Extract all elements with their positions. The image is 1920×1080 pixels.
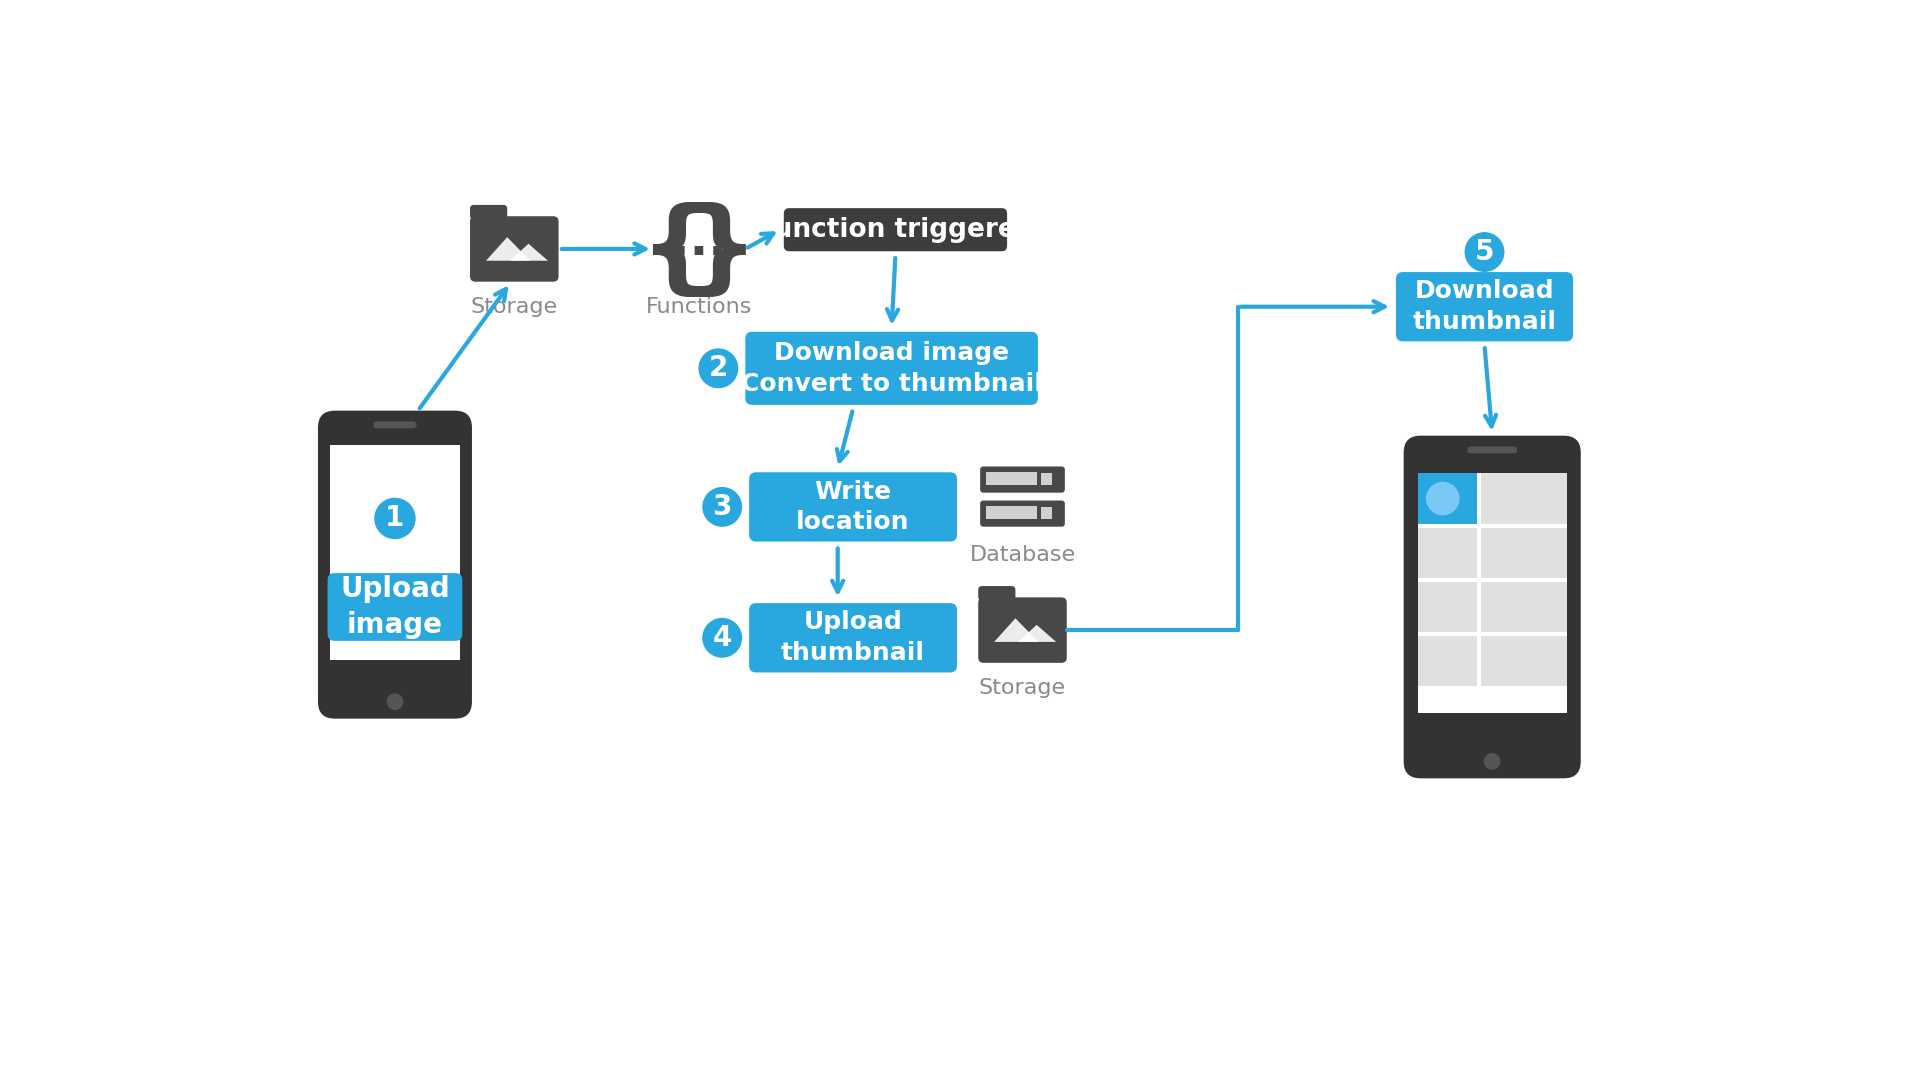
FancyBboxPatch shape — [749, 603, 956, 673]
FancyBboxPatch shape — [979, 467, 1066, 492]
Circle shape — [703, 619, 741, 657]
Polygon shape — [995, 619, 1039, 642]
FancyBboxPatch shape — [749, 472, 956, 541]
Bar — [1480, 636, 1567, 687]
FancyBboxPatch shape — [783, 208, 1008, 252]
Bar — [987, 505, 1037, 518]
FancyBboxPatch shape — [979, 500, 1066, 527]
Bar — [1417, 582, 1476, 632]
Text: Functions: Functions — [645, 297, 753, 316]
Bar — [1417, 473, 1476, 524]
Bar — [1041, 507, 1052, 518]
Bar — [1417, 636, 1476, 687]
Text: 5: 5 — [1475, 238, 1494, 266]
FancyBboxPatch shape — [977, 586, 1016, 600]
Bar — [1480, 473, 1567, 524]
Circle shape — [388, 694, 403, 710]
Circle shape — [1484, 754, 1500, 769]
FancyBboxPatch shape — [328, 573, 463, 640]
Text: Function triggered: Function triggered — [756, 217, 1035, 243]
Bar — [1480, 582, 1567, 632]
Text: Download
thumbnail: Download thumbnail — [1413, 280, 1557, 334]
Bar — [1417, 528, 1476, 578]
FancyBboxPatch shape — [372, 421, 417, 429]
Text: Storage: Storage — [979, 678, 1066, 698]
Bar — [1480, 528, 1567, 578]
Bar — [1417, 473, 1567, 713]
Text: 1: 1 — [386, 504, 405, 532]
Text: {: { — [639, 202, 714, 302]
Text: 3: 3 — [712, 492, 732, 521]
FancyBboxPatch shape — [977, 597, 1068, 663]
Text: Upload
thumbnail: Upload thumbnail — [781, 610, 925, 665]
FancyBboxPatch shape — [1396, 272, 1572, 341]
Circle shape — [1465, 233, 1503, 271]
Circle shape — [374, 499, 415, 539]
Bar — [1041, 473, 1052, 485]
Circle shape — [703, 488, 741, 526]
Bar — [987, 472, 1037, 485]
Polygon shape — [511, 244, 547, 260]
Circle shape — [1427, 483, 1459, 515]
FancyBboxPatch shape — [1467, 446, 1517, 454]
Text: Upload
image: Upload image — [340, 575, 449, 639]
Text: Database: Database — [970, 545, 1075, 566]
FancyBboxPatch shape — [470, 205, 507, 219]
FancyBboxPatch shape — [319, 410, 472, 718]
Text: 4: 4 — [712, 624, 732, 652]
FancyBboxPatch shape — [470, 216, 559, 282]
Bar — [330, 445, 459, 660]
Text: Storage: Storage — [470, 297, 559, 316]
FancyBboxPatch shape — [745, 332, 1039, 405]
Text: Download image
Convert to thumbnail: Download image Convert to thumbnail — [741, 341, 1043, 395]
Polygon shape — [486, 238, 530, 260]
Circle shape — [699, 349, 737, 388]
Polygon shape — [1018, 625, 1056, 642]
Text: Write
location: Write location — [797, 480, 910, 535]
FancyBboxPatch shape — [1404, 435, 1580, 779]
Text: 2: 2 — [708, 354, 728, 382]
Text: }: } — [684, 202, 758, 302]
Text: ···: ··· — [672, 230, 728, 279]
